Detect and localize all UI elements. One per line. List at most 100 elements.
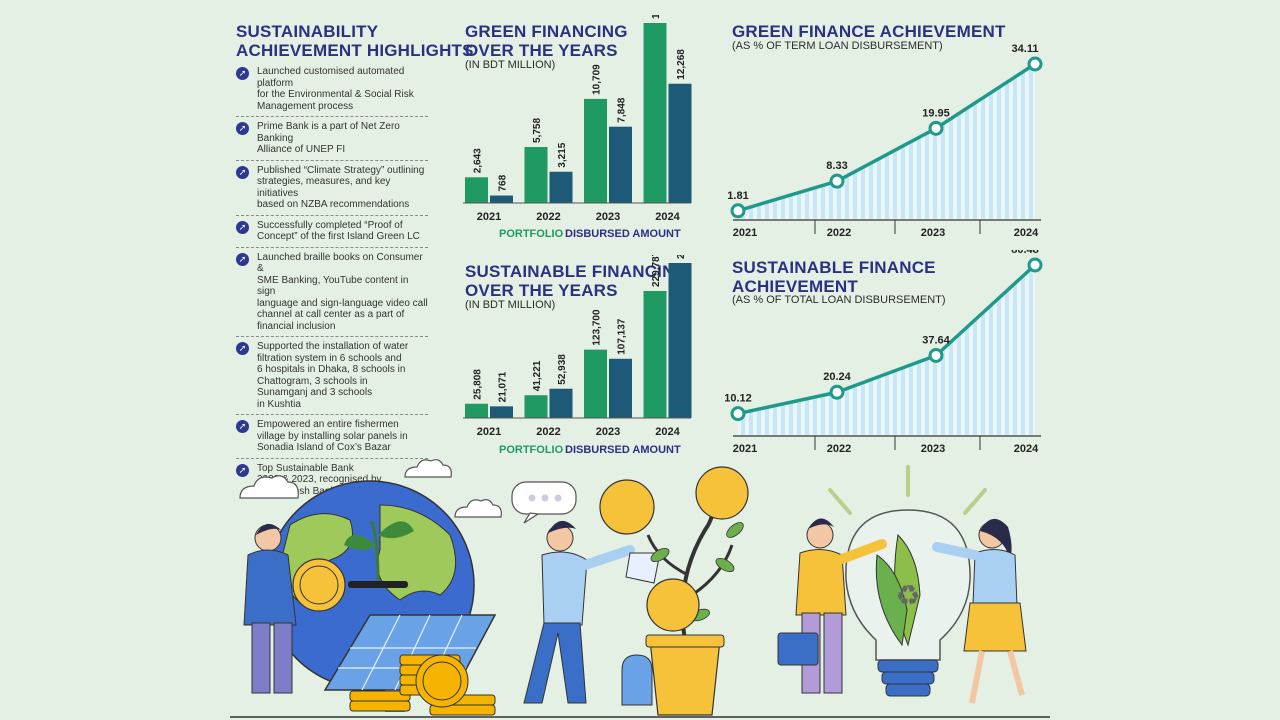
bar: [549, 388, 573, 418]
sustainability-illustration: ♻: [230, 459, 1050, 718]
tick-label: 2021: [477, 426, 501, 438]
data-point: [1027, 56, 1043, 72]
woman-watering-figure: [523, 520, 661, 706]
highlight-text: Prime Bank is a part of Net Zero Banking…: [257, 121, 400, 155]
highlight-text: Launched customised automated platform f…: [257, 66, 414, 112]
arrow-circle-icon: ➚: [236, 220, 249, 234]
highlight-item: ➚ Empowered an entire fishermen village b…: [236, 419, 428, 459]
tick-label: 2024: [655, 426, 680, 438]
data-label: 5,758: [532, 118, 543, 143]
highlight-text: Empowered an entire fishermen village by…: [257, 419, 408, 453]
green-financing-title: GREEN FINANCING OVER THE YEARS: [465, 22, 628, 60]
data-label: 10,709: [592, 64, 603, 95]
data-point: [730, 203, 746, 219]
green-achievement-chart: 1.81 2021 8.33 2022 19.95 2023 34.11 2024: [727, 43, 1043, 239]
data-label: 12,268: [676, 49, 687, 80]
bar: [668, 263, 692, 418]
arrow-circle-icon: ➚: [236, 342, 249, 355]
sprout-icon: [344, 520, 414, 588]
data-label: 80.48: [1011, 250, 1039, 256]
highlight-item: ➚ Successfully completed “Proof of Concep…: [236, 220, 428, 248]
data-label: 20.24: [823, 371, 851, 383]
bar: [584, 98, 607, 203]
tick-label: 2023: [921, 443, 945, 455]
sustainable-achievement-subtitle: (AS % OF TOTAL LOAN DISBURSEMENT): [732, 294, 946, 306]
data-label: 41,221: [532, 360, 543, 391]
bar: [609, 358, 632, 418]
arrow-circle-icon: ➚: [236, 67, 249, 80]
legend-disbursed: DISBURSED AMOUNT: [565, 228, 681, 240]
data-point: [829, 173, 845, 189]
woman-figure: [932, 518, 1027, 704]
man-with-briefcase-figure: [777, 518, 887, 694]
sustainable-achievement-title: SUSTAINABLE FINANCE ACHIEVEMENT: [732, 258, 936, 296]
data-label: 7,848: [617, 97, 628, 122]
legend-disbursed: DISBURSED AMOUNT: [565, 444, 681, 456]
tick-label: 2023: [596, 211, 620, 223]
data-point: [829, 384, 845, 400]
sustainable-financing-chart: 25,808 21,071 2021 41,221 52,938 2022 123,700 1…: [463, 255, 692, 456]
bar: [490, 406, 513, 418]
data-point: [928, 120, 944, 136]
green-achievement-title: GREEN FINANCE ACHIEVEMENT: [732, 22, 1006, 41]
data-label: 37.64: [922, 334, 950, 346]
data-label: 34.11: [1012, 43, 1039, 55]
series-line: [737, 62, 1036, 213]
arrow-circle-icon: ➚: [236, 252, 249, 266]
data-label: 10.12: [725, 393, 752, 405]
highlight-item: ➚ Launched customised automated platform …: [236, 66, 428, 117]
highlight-item: ➚ Supported the installation of water fil…: [236, 341, 428, 415]
bar: [549, 171, 573, 203]
data-point: [928, 347, 944, 363]
bar: [524, 395, 548, 418]
legend-portfolio: PORTFOLIO: [499, 444, 564, 456]
highlights-title: SUSTAINABILITY ACHIEVEMENT HIGHLIGHTS: [236, 22, 474, 60]
data-label: 25,808: [473, 369, 484, 400]
arrow-circle-icon: ➚: [236, 420, 249, 433]
bar: [584, 349, 607, 418]
tick-label: 2021: [733, 227, 757, 239]
svg-text:♻: ♻: [895, 580, 920, 611]
legend-portfolio: PORTFOLIO: [499, 228, 564, 240]
man-with-coin-figure: [243, 523, 346, 694]
green-financing-chart: 2,643 768 2021 5,758 3,215 2022 10,709 7,848 202…: [463, 15, 692, 240]
money-tree-icon: [599, 466, 749, 716]
cloud-icon: [239, 459, 502, 518]
area-fill: [738, 64, 1035, 219]
highlight-text: Launched braille books on Consumer & SME…: [257, 251, 428, 332]
data-label: 107,137: [617, 318, 628, 355]
tick-label: 2024: [655, 211, 680, 223]
data-label: 280,416: [676, 255, 687, 259]
highlight-item: ➚ Published “Climate Strategy” outlining …: [236, 165, 428, 216]
data-point: [1027, 257, 1043, 273]
data-label: 3,215: [557, 142, 568, 167]
data-label: 229,787: [651, 255, 662, 287]
bar: [524, 147, 548, 203]
tick-label: 2022: [827, 443, 851, 455]
tick-label: 2024: [1014, 443, 1039, 455]
speech-bubble-icon: [511, 481, 577, 524]
arrow-circle-icon: ➚: [236, 463, 249, 477]
data-label: 8.33: [826, 160, 847, 172]
data-point: [730, 406, 746, 422]
tick-label: 2022: [827, 227, 851, 239]
highlight-text: Successfully completed “Proof of Concept…: [257, 219, 420, 243]
data-label: 18,514: [651, 15, 662, 19]
bar: [465, 403, 488, 418]
green-financing-subtitle: (IN BDT MILLION): [465, 59, 556, 71]
data-label: 2,643: [473, 148, 484, 173]
tick-label: 2021: [733, 443, 757, 455]
data-label: 21,071: [498, 371, 509, 402]
highlight-item: ➚ Launched braille books on Consumer & SM…: [236, 251, 428, 337]
tick-label: 2021: [477, 211, 501, 223]
coin-stack-icon: [349, 654, 496, 716]
sustainable-financing-subtitle: (IN BDT MILLION): [465, 299, 556, 311]
highlight-text: Supported the installation of water filt…: [257, 341, 409, 410]
data-label: 123,700: [592, 309, 603, 346]
bar: [668, 83, 692, 203]
data-label: 768: [498, 174, 509, 191]
highlight-text: Published “Climate Strategy” outlining s…: [257, 164, 425, 211]
series-line: [737, 263, 1037, 416]
arrow-circle-icon: ➚: [236, 165, 249, 179]
bar: [465, 177, 488, 203]
